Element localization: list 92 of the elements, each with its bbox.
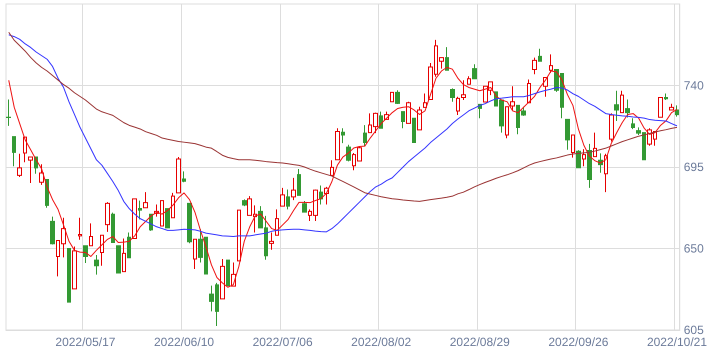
y-tick-label: 605 bbox=[684, 323, 704, 337]
candlestick bbox=[127, 232, 131, 258]
candlestick bbox=[401, 111, 405, 129]
candlestick bbox=[587, 143, 592, 188]
candlestick bbox=[604, 153, 608, 193]
x-tick-label: 2022/09/26 bbox=[548, 335, 609, 349]
candlestick bbox=[12, 136, 16, 167]
y-tick-label: 740 bbox=[684, 78, 704, 92]
candlestick bbox=[111, 212, 115, 244]
candlestick bbox=[193, 238, 197, 270]
candlestick bbox=[614, 90, 619, 122]
candlestick bbox=[78, 217, 82, 240]
candlestick bbox=[456, 96, 460, 116]
candlestick bbox=[576, 150, 581, 168]
candlestick bbox=[472, 64, 477, 80]
candlestick bbox=[143, 192, 148, 208]
candlestick bbox=[39, 164, 44, 186]
candlestick bbox=[423, 92, 427, 108]
candlestick bbox=[269, 232, 274, 250]
candlestick bbox=[50, 216, 55, 246]
line-series bbox=[8, 32, 678, 202]
candlestick bbox=[412, 117, 416, 144]
candlestick bbox=[319, 184, 323, 205]
candlestick bbox=[72, 246, 77, 290]
candlestick bbox=[565, 118, 570, 150]
candlestick bbox=[176, 156, 181, 194]
x-tick-label: 2022/08/29 bbox=[450, 335, 510, 349]
candlestick bbox=[171, 192, 175, 218]
candlestick bbox=[83, 245, 88, 264]
candlestick bbox=[675, 104, 679, 118]
candlestick bbox=[275, 208, 279, 236]
candlestick bbox=[631, 118, 635, 130]
candlestick bbox=[390, 92, 394, 102]
candlestick bbox=[335, 128, 340, 160]
candlestick bbox=[341, 128, 345, 144]
candlestick bbox=[182, 170, 186, 183]
candlestick bbox=[461, 80, 466, 100]
candlestick bbox=[669, 103, 674, 110]
candlestick bbox=[28, 156, 33, 184]
y-tick-label: 695 bbox=[684, 160, 704, 174]
candlestick bbox=[445, 46, 449, 71]
candlestick bbox=[17, 153, 22, 178]
candlestick bbox=[105, 202, 110, 232]
candlestick bbox=[609, 112, 614, 142]
candlestick bbox=[187, 202, 192, 244]
candlestick bbox=[571, 134, 575, 158]
candlestick bbox=[132, 198, 137, 240]
candlestick bbox=[286, 188, 290, 210]
candlestick bbox=[165, 208, 170, 228]
x-tick-label: 2022/06/10 bbox=[154, 335, 214, 349]
candlestick bbox=[527, 79, 531, 104]
candlestick bbox=[582, 148, 586, 167]
candlestick bbox=[450, 88, 455, 102]
candlestick bbox=[100, 234, 104, 266]
candlestick bbox=[625, 98, 630, 118]
candlestick bbox=[467, 76, 471, 85]
candlestick bbox=[417, 106, 422, 130]
candlestick bbox=[395, 90, 400, 104]
x-tick-label: 2022/07/06 bbox=[252, 335, 313, 349]
candlestick bbox=[593, 132, 597, 158]
candlestick bbox=[23, 136, 27, 163]
candlestick bbox=[291, 177, 296, 201]
line-series bbox=[8, 66, 678, 288]
x-tick-label: 2022/05/17 bbox=[55, 335, 116, 349]
candlestick bbox=[94, 254, 99, 276]
candlestick bbox=[620, 90, 624, 114]
candlestick bbox=[116, 245, 121, 274]
candlestick bbox=[346, 144, 351, 162]
candlestick bbox=[122, 238, 126, 272]
line-series bbox=[8, 34, 678, 238]
candlestick bbox=[549, 54, 553, 74]
y-tick-label: 650 bbox=[684, 242, 704, 256]
candlestick bbox=[242, 198, 247, 207]
candlestick bbox=[363, 124, 367, 148]
candlestick bbox=[302, 200, 307, 213]
candlestick bbox=[220, 258, 225, 300]
candlestick bbox=[297, 168, 301, 196]
candlestick bbox=[538, 48, 542, 62]
candlestick bbox=[237, 210, 241, 262]
candlestick bbox=[280, 187, 285, 207]
candlestick bbox=[226, 260, 230, 286]
candlestick bbox=[6, 98, 11, 126]
candlestick bbox=[138, 200, 142, 220]
candlestick bbox=[532, 57, 537, 75]
candlestick bbox=[406, 101, 411, 124]
candlestick bbox=[89, 222, 93, 246]
candlestick bbox=[658, 96, 663, 118]
candlestick bbox=[67, 248, 71, 303]
x-tick-label: 2022/08/02 bbox=[351, 335, 412, 349]
candlestick bbox=[330, 160, 334, 176]
candlestick bbox=[664, 92, 668, 100]
x-tick-label: 2022/10/21 bbox=[646, 335, 708, 349]
